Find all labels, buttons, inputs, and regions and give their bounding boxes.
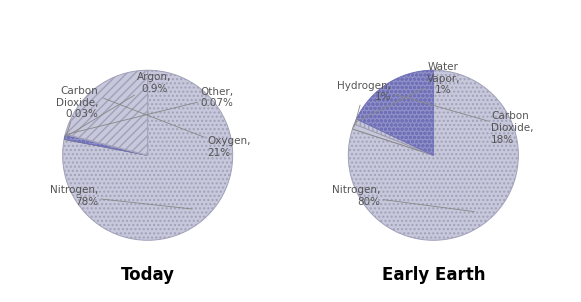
Text: Nitrogen,
80%: Nitrogen, 80% bbox=[332, 185, 474, 212]
Text: Nitrogen,
78%: Nitrogen, 78% bbox=[50, 185, 192, 209]
Text: Carbon
Dioxide,
18%: Carbon Dioxide, 18% bbox=[394, 94, 534, 145]
Wedge shape bbox=[64, 139, 148, 155]
Text: Carbon
Dioxide,
0.03%: Carbon Dioxide, 0.03% bbox=[56, 86, 98, 140]
Wedge shape bbox=[65, 70, 148, 155]
Text: Today: Today bbox=[121, 266, 175, 284]
Wedge shape bbox=[354, 119, 433, 155]
Wedge shape bbox=[349, 70, 518, 240]
Text: Oxygen,
21%: Oxygen, 21% bbox=[103, 98, 250, 158]
Wedge shape bbox=[356, 70, 433, 155]
Wedge shape bbox=[353, 124, 433, 155]
Wedge shape bbox=[63, 70, 232, 240]
Wedge shape bbox=[64, 134, 148, 155]
Text: Early Earth: Early Earth bbox=[382, 266, 485, 284]
Text: Hydrogen,
1%: Hydrogen, 1% bbox=[337, 81, 391, 127]
Text: Other,
0.07%: Other, 0.07% bbox=[66, 87, 234, 134]
Wedge shape bbox=[65, 134, 148, 155]
Text: Argon,
0.9%: Argon, 0.9% bbox=[66, 72, 171, 137]
Text: Water
Vapor,
1%: Water Vapor, 1% bbox=[356, 62, 460, 122]
